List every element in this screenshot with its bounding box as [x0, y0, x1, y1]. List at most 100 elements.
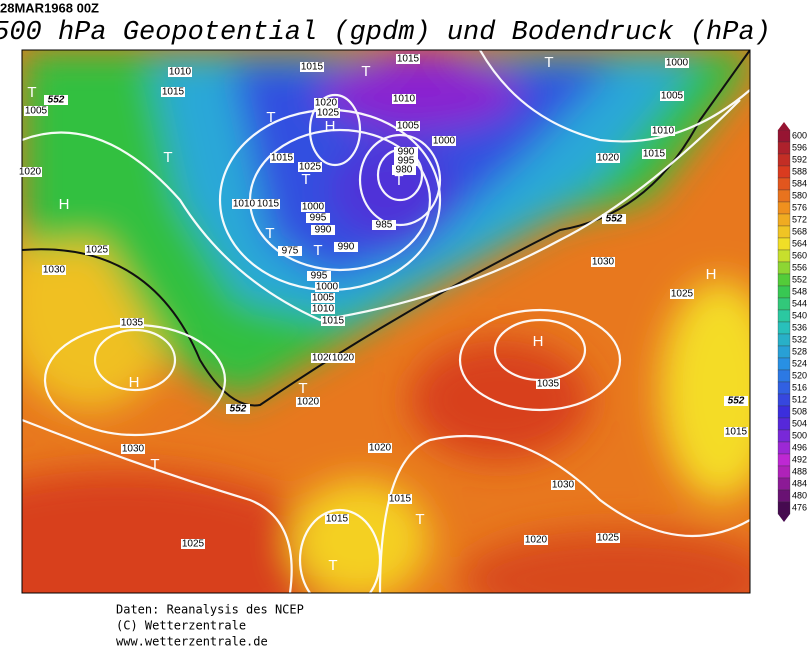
title: 500 hPa Geopotential (gpdm) und Bodendru…	[0, 18, 771, 48]
label-box	[270, 153, 294, 163]
colorbar-cell	[777, 477, 791, 491]
isobar-label: 1015	[725, 427, 748, 438]
label-box	[256, 199, 280, 209]
colorbar-cell	[777, 393, 791, 407]
label-box	[311, 353, 335, 363]
pressure-center: H	[129, 374, 140, 391]
isobar-label: 1035	[537, 379, 560, 390]
colorbar-tick-label: 524	[792, 358, 807, 368]
colorbar-tick-label: 596	[792, 142, 807, 152]
isobar-label: 1010	[169, 67, 192, 78]
isobar-label: 1020	[332, 353, 355, 364]
colorbar-tick-label: 552	[792, 274, 807, 284]
pressure-center: T	[163, 149, 172, 166]
isobar-label: 1010	[393, 94, 416, 105]
footer-line: www.wetterzentrale.de	[116, 635, 268, 646]
colorbar-tick-label: 540	[792, 310, 807, 320]
isobar-label: 1020	[312, 353, 335, 364]
isobar-label: 552	[606, 214, 623, 225]
colorbar-cell	[777, 501, 791, 515]
isobar-label: 1015	[162, 87, 185, 98]
colorbar-tick-label: 500	[792, 430, 807, 440]
pressure-center: T	[361, 63, 370, 80]
label-box	[296, 397, 320, 407]
isobar-label: 1015	[257, 199, 280, 210]
label-box	[314, 98, 338, 108]
colorbar-tick-label: 600	[792, 130, 807, 140]
label-box	[311, 293, 335, 303]
colorbar-tick-label: 572	[792, 214, 807, 224]
label-box	[321, 316, 345, 326]
isobar-label: 1030	[122, 444, 145, 455]
colorbar-cell	[777, 225, 791, 239]
isobar-label: 1030	[552, 480, 575, 491]
isobar-label: 1025	[86, 245, 109, 256]
colorbar-tick-label: 508	[792, 406, 807, 416]
label-box	[396, 54, 420, 64]
label-box	[724, 427, 748, 437]
colorbar-tick-label: 588	[792, 166, 807, 176]
label-box	[85, 245, 109, 255]
isobar-label: 1030	[43, 265, 66, 276]
pressure-center: T	[266, 109, 275, 126]
isobar-label: 1015	[271, 153, 294, 164]
colorbar-cell	[777, 309, 791, 323]
colorbar-tick-label: 480	[792, 490, 807, 500]
colorbar-tick-label: 484	[792, 478, 807, 488]
isobar-label: 1015	[326, 514, 349, 525]
label-box	[301, 202, 325, 212]
isobar-label: 995	[398, 156, 415, 167]
isobar-label: 1005	[25, 106, 48, 117]
label-box	[596, 153, 620, 163]
isobar-label: 1020	[369, 443, 392, 454]
colorbar-cell	[777, 321, 791, 335]
label-box	[396, 121, 420, 131]
label-box	[315, 282, 339, 292]
label-box	[602, 214, 626, 224]
label-box	[306, 213, 330, 223]
colorbar-cell	[777, 285, 791, 299]
colorbar-cell	[777, 489, 791, 503]
colorbar-cell	[777, 201, 791, 215]
colorbar-cell	[777, 177, 791, 191]
label-box	[551, 480, 575, 490]
colorbar-cell	[777, 333, 791, 347]
isobar-label: 1020	[315, 98, 338, 109]
isobar-label: 1005	[312, 293, 335, 304]
colorbar-cell	[777, 141, 791, 155]
isobar-label: 1000	[666, 58, 689, 69]
label-box	[18, 167, 42, 177]
date: 28MAR1968 00Z	[0, 0, 99, 15]
colorbar-cell	[777, 381, 791, 395]
label-box	[368, 443, 392, 453]
colorbar-tick-label: 548	[792, 286, 807, 296]
label-box	[325, 514, 349, 524]
isobar-label: 1020	[19, 167, 42, 178]
isobar-label: 1025	[671, 289, 694, 300]
isobar-label: 1010	[652, 126, 675, 137]
label-box	[311, 225, 335, 235]
map-frame	[21, 49, 751, 594]
colorbar-tick-label: 528	[792, 346, 807, 356]
colorbar-cell	[777, 345, 791, 359]
colorbar-tick-label: 564	[792, 238, 807, 248]
isobar-label: 1020	[597, 153, 620, 164]
label-box	[642, 149, 666, 159]
label-box	[278, 246, 302, 256]
label-box	[591, 257, 615, 267]
colorbar-cell	[777, 273, 791, 287]
isobar-label: 975	[282, 246, 299, 257]
isobar-label: 1000	[433, 136, 456, 147]
colorbar-tick-label: 532	[792, 334, 807, 344]
isobar-label: 990	[398, 147, 415, 158]
label-box	[724, 396, 748, 406]
label-box	[331, 353, 355, 363]
label-box	[394, 147, 418, 157]
label-box	[392, 94, 416, 104]
colorbar-cell	[777, 249, 791, 263]
colorbar-tick-label: 488	[792, 466, 807, 476]
label-box	[651, 126, 675, 136]
isobar-label: 1015	[397, 54, 420, 65]
colorbar-cell	[777, 369, 791, 383]
isobar-label: 552	[48, 95, 65, 106]
